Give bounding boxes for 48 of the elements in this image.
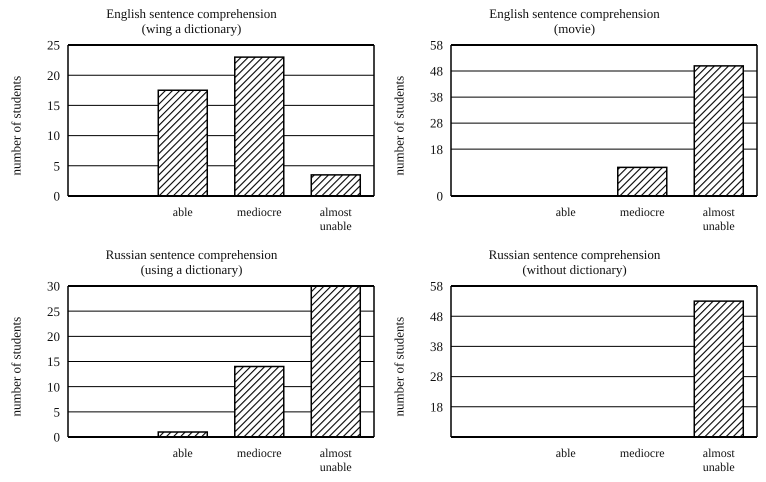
chart-subtitle: (using a dictionary) xyxy=(140,262,244,277)
x-tick-label: almost unable xyxy=(702,205,736,233)
y-tick-label: 0 xyxy=(54,188,60,204)
chart-subtitle: (without dictionary) xyxy=(521,262,628,277)
x-tick-label: able xyxy=(172,205,193,219)
y-tick-label: 20 xyxy=(47,328,60,344)
y-tick-label: 58 xyxy=(430,38,443,53)
x-tick-label: able xyxy=(556,446,576,460)
y-tick-label: 10 xyxy=(47,128,60,144)
y-tick-label: 18 xyxy=(430,399,443,414)
x-tick-label: mediocre xyxy=(620,446,665,460)
x-tick-label: able xyxy=(556,205,576,219)
y-tick-label: 20 xyxy=(47,68,60,83)
y-tick-label: 5 xyxy=(54,158,60,174)
y-tick-label: 48 xyxy=(430,308,443,324)
chart-subtitle: (wing a dictionary) xyxy=(140,21,242,36)
y-tick-label: 18 xyxy=(430,142,443,157)
y-axis-title: number of students xyxy=(8,316,24,416)
chart-subtitle: (movie) xyxy=(552,21,596,36)
y-tick-label: 38 xyxy=(430,339,443,354)
x-tick-label: almost unable xyxy=(702,446,736,474)
x-tick-label: mediocre xyxy=(620,205,665,219)
chart-title: Russian sentence comprehension xyxy=(104,247,278,262)
y-tick-label: 10 xyxy=(47,379,60,394)
y-tick-label: 25 xyxy=(47,38,60,53)
y-axis-title: number of students xyxy=(8,76,24,176)
x-tick-label: mediocre xyxy=(236,205,282,219)
y-tick-label: 0 xyxy=(436,188,443,204)
x-tick-label: almost unable xyxy=(320,205,352,233)
y-axis-title: number of students xyxy=(392,76,407,176)
chart-title: English sentence comprehension xyxy=(105,6,278,21)
y-tick-label: 15 xyxy=(47,98,60,114)
y-axis-title: number of students xyxy=(392,316,407,416)
y-tick-label: 30 xyxy=(47,278,60,294)
chart-title: English sentence comprehension xyxy=(488,6,661,21)
y-tick-label: 25 xyxy=(47,304,60,319)
y-tick-label: 15 xyxy=(47,354,60,370)
y-tick-label: 28 xyxy=(430,369,443,384)
y-tick-label: 48 xyxy=(430,64,443,79)
y-tick-label: 28 xyxy=(430,116,443,131)
x-tick-label: almost unable xyxy=(320,446,352,474)
y-tick-label: 0 xyxy=(54,430,60,445)
x-tick-label: able xyxy=(172,446,193,460)
y-tick-label: 58 xyxy=(430,278,443,294)
chart-title: Russian sentence comprehension xyxy=(488,247,662,262)
y-tick-label: 38 xyxy=(430,90,443,105)
x-tick-label: mediocre xyxy=(236,446,282,460)
y-tick-label: 5 xyxy=(54,404,60,420)
